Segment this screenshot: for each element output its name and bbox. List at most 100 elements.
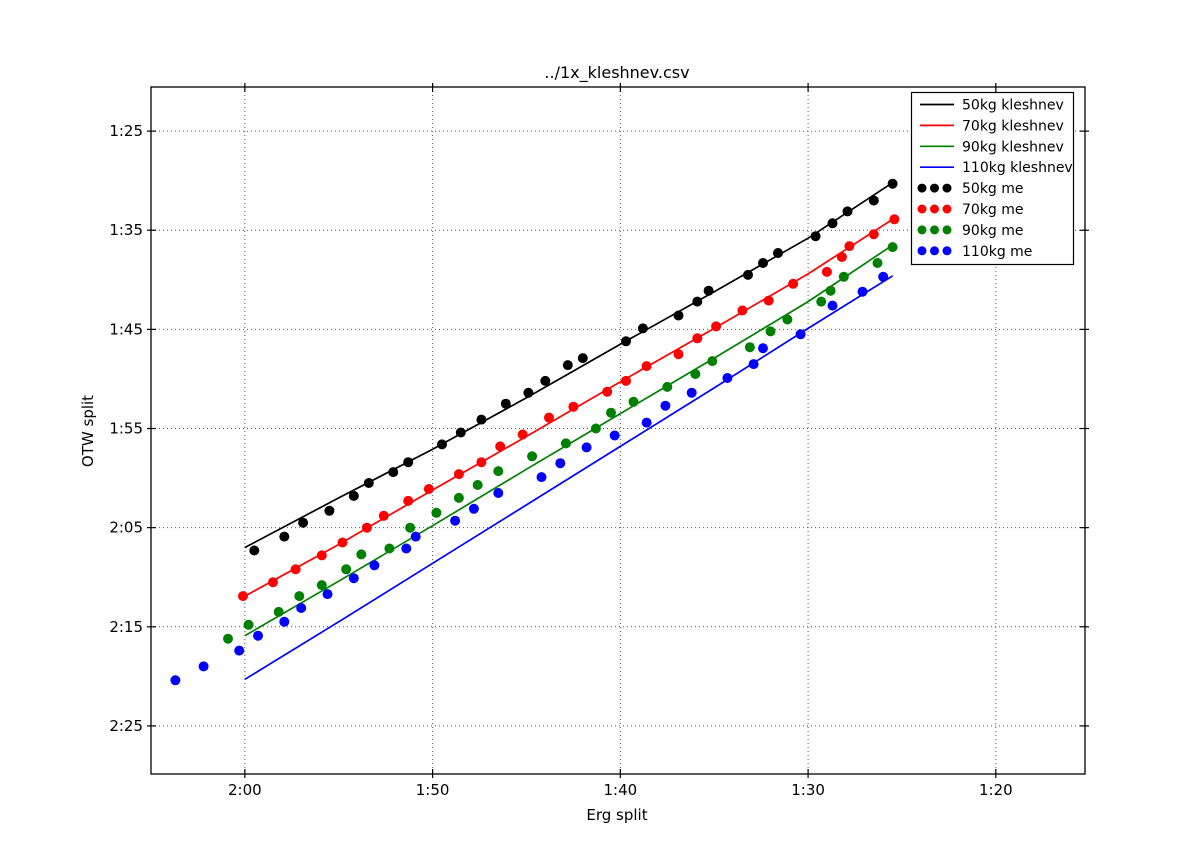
legend-entry-90kg-kleshnev: 90kg kleshnev	[920, 139, 1064, 155]
scatter-dot-50kg-me	[523, 387, 534, 398]
scatter-dot-70kg-me	[544, 412, 554, 423]
plot-frame	[150, 86, 1086, 775]
legend-dot-sample-90kg-me	[930, 225, 939, 235]
scatter-dot-50kg-me	[298, 517, 309, 528]
scatter-dot-50kg-me	[758, 258, 768, 268]
legend-label-110kg-kleshnev: 110kg kleshnev	[962, 160, 1073, 176]
scatter-dot-90kg-me	[838, 271, 849, 282]
legend-dot-sample-110kg-me	[930, 246, 939, 256]
scatter-dot-50kg-me	[673, 310, 684, 321]
scatter-dot-50kg-me	[773, 248, 783, 258]
legend-dot-sample-90kg-me	[942, 225, 952, 235]
scatter-dot-90kg-me	[628, 396, 639, 407]
scatter-dot-90kg-me	[560, 438, 571, 449]
scatter-dot-70kg-me	[836, 252, 847, 262]
legend-entry-110kg-me: 110kg me	[917, 244, 1032, 260]
scatter-dot-90kg-me	[782, 314, 793, 325]
x-tick-label: 1:20	[979, 781, 1013, 799]
scatter-dot-50kg-me	[437, 439, 447, 450]
scatter-dot-70kg-me	[517, 429, 528, 440]
y-tick-label: 2:25	[109, 717, 143, 735]
x-tick-label: 1:40	[604, 781, 638, 799]
scatter-dot-90kg-me	[453, 492, 464, 503]
y-tick-label: 2:15	[109, 618, 143, 636]
legend-dot-sample-70kg-me	[917, 204, 927, 214]
series-scatter-50kg-me	[249, 178, 898, 556]
scatter-dot-50kg-me	[500, 398, 511, 409]
legend-dot-sample-90kg-me	[917, 225, 927, 235]
scatter-dot-90kg-me	[243, 619, 254, 630]
scatter-dot-110kg-me	[322, 589, 333, 600]
legend-label-50kg-me: 50kg me	[962, 181, 1024, 197]
legend-label-70kg-kleshnev: 70kg kleshnev	[962, 118, 1064, 134]
series-scatter-110kg-me	[170, 271, 889, 686]
scatter-dot-90kg-me	[223, 633, 233, 644]
scatter-dot-50kg-me	[403, 457, 414, 468]
scatter-dot-70kg-me	[495, 441, 506, 452]
scatter-dot-110kg-me	[686, 387, 697, 398]
scatter-dot-70kg-me	[889, 214, 900, 225]
legend-dot-sample-70kg-me	[930, 204, 939, 214]
series-line-50kg-kleshnev	[244, 181, 894, 549]
y-tick-label: 2:05	[109, 519, 143, 537]
scatter-dot-90kg-me	[662, 381, 673, 392]
scatter-dot-90kg-me	[887, 242, 898, 253]
legend-box	[910, 91, 1075, 266]
scatter-dot-70kg-me	[476, 457, 487, 468]
scatter-dot-50kg-me	[562, 360, 573, 371]
scatter-dot-70kg-me	[844, 241, 855, 252]
scatter-dot-90kg-me	[744, 342, 755, 353]
legend-label-50kg-kleshnev: 50kg kleshnev	[962, 98, 1064, 114]
scatter-dot-110kg-me	[348, 573, 359, 584]
scatter-dot-70kg-me	[737, 305, 748, 316]
scatter-dot-50kg-me	[621, 336, 631, 347]
scatter-dot-110kg-me	[296, 603, 307, 613]
scatter-dot-90kg-me	[816, 296, 827, 307]
scatter-dot-90kg-me	[825, 285, 836, 296]
scatter-dot-70kg-me	[316, 550, 327, 561]
scatter-dot-50kg-me	[810, 231, 821, 242]
scatter-dot-110kg-me	[641, 417, 652, 428]
scatter-dot-90kg-me	[872, 258, 883, 268]
scatter-dot-110kg-me	[468, 503, 479, 514]
legend-entry-110kg-kleshnev: 110kg kleshnev	[920, 160, 1073, 176]
legend-dot-sample-50kg-me	[917, 183, 927, 193]
scatter-dot-90kg-me	[294, 591, 305, 602]
scatter-dot-110kg-me	[660, 400, 671, 411]
legend-dot-sample-50kg-me	[930, 183, 939, 193]
scatter-dot-110kg-me	[410, 531, 421, 542]
x-tick-label: 2:00	[228, 781, 262, 799]
scatter-dot-90kg-me	[273, 606, 284, 617]
scatter-dot-70kg-me	[692, 333, 703, 344]
scatter-dot-90kg-me	[493, 466, 504, 477]
scatter-dot-70kg-me	[711, 321, 722, 332]
scatter-dot-110kg-me	[279, 616, 290, 627]
scatter-dot-70kg-me	[602, 386, 613, 397]
scatter-dot-90kg-me	[690, 369, 701, 379]
scatter-dot-90kg-me	[405, 522, 416, 533]
scatter-dot-50kg-me	[363, 478, 374, 488]
scatter-dot-110kg-me	[170, 675, 181, 686]
scatter-dot-70kg-me	[788, 278, 799, 289]
scatter-dot-50kg-me	[324, 505, 335, 516]
series-scatter-90kg-me	[223, 242, 898, 644]
scatter-dot-110kg-me	[555, 458, 566, 469]
scatter-dot-110kg-me	[234, 645, 245, 656]
scatter-dot-90kg-me	[472, 480, 483, 490]
scatter-dot-50kg-me	[348, 490, 359, 501]
scatter-dot-70kg-me	[423, 484, 434, 494]
scatter-dot-70kg-me	[673, 349, 684, 360]
scatter-dot-50kg-me	[455, 427, 466, 438]
legend-label-110kg-me: 110kg me	[962, 244, 1032, 260]
scatter-dot-50kg-me	[842, 206, 853, 217]
scatter-dot-50kg-me	[476, 414, 487, 425]
scatter-dot-70kg-me	[378, 510, 389, 521]
scatter-dot-70kg-me	[453, 469, 464, 480]
scatter-dot-70kg-me	[238, 591, 248, 602]
y-tick-label: 1:35	[109, 221, 143, 239]
scatter-dot-90kg-me	[707, 356, 718, 367]
scatter-dot-110kg-me	[722, 373, 733, 383]
scatter-dot-110kg-me	[401, 543, 412, 554]
